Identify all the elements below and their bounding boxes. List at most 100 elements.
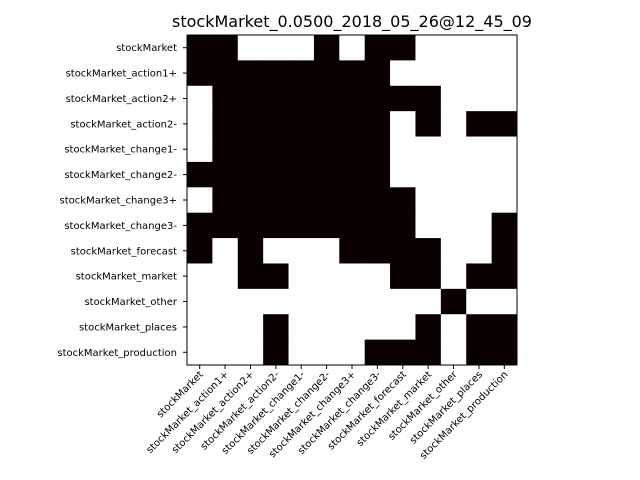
heatmap-cell xyxy=(390,35,416,61)
heatmap-cell xyxy=(237,238,264,264)
heatmap-cell xyxy=(440,339,467,366)
heatmap-cell xyxy=(263,314,289,341)
heatmap-cell xyxy=(187,238,213,264)
heatmap-cell xyxy=(237,161,264,188)
heatmap-cell xyxy=(364,263,391,290)
y-tick-label: stockMarket_forecast xyxy=(71,246,177,257)
heatmap-cell xyxy=(364,187,391,214)
heatmap-cell xyxy=(364,238,391,264)
heatmap-cell xyxy=(263,35,289,61)
heatmap-cell xyxy=(288,161,315,188)
heatmap-cell xyxy=(187,263,213,290)
heatmap-cell xyxy=(263,136,289,163)
y-tick-label: stockMarket_change1- xyxy=(64,145,177,156)
heatmap-cell xyxy=(466,111,493,137)
heatmap-cell xyxy=(187,339,213,366)
heatmap-cell xyxy=(212,85,239,112)
heatmap-cell xyxy=(237,136,264,163)
heatmap-cell xyxy=(212,111,239,137)
heatmap-cell xyxy=(364,288,391,315)
heatmap-cell xyxy=(288,288,315,315)
heatmap-cell xyxy=(440,35,467,61)
heatmap-cell xyxy=(313,111,340,137)
y-tick-label: stockMarket_other xyxy=(84,297,177,308)
heatmap-cell xyxy=(263,238,289,264)
heatmap-cell xyxy=(491,136,518,163)
heatmap-cell xyxy=(313,85,340,112)
heatmap-cell xyxy=(263,111,289,137)
y-axis: stockMarket stockMarket_action1+ stockMark… xyxy=(57,43,187,359)
heatmap-cell xyxy=(491,212,518,239)
heatmap-cell xyxy=(466,212,493,239)
heatmap-cell xyxy=(440,212,467,239)
heatmap-cell xyxy=(339,111,366,137)
heatmap-cell xyxy=(390,238,416,264)
heatmap-cell xyxy=(364,161,391,188)
heatmap-cell xyxy=(237,263,264,290)
heatmap-cell xyxy=(237,339,264,366)
heatmap-cell xyxy=(466,238,493,264)
heatmap-cell xyxy=(415,288,442,315)
heatmap-cell xyxy=(212,339,239,366)
heatmap-cell xyxy=(187,85,213,112)
heatmap-cell xyxy=(339,314,366,341)
heatmap-cell xyxy=(237,187,264,214)
heatmap-cell xyxy=(364,136,391,163)
heatmap-cell xyxy=(440,111,467,137)
heatmap-cell xyxy=(237,314,264,341)
y-tick-label: stockMarket_change2- xyxy=(64,170,177,181)
heatmap-cell xyxy=(237,85,264,112)
heatmap-cell xyxy=(339,85,366,112)
heatmap-cell xyxy=(339,35,366,61)
heatmap-cell xyxy=(390,263,416,290)
heatmap-cell xyxy=(187,212,213,239)
heatmap-cell xyxy=(390,111,416,137)
heatmap-cell xyxy=(187,161,213,188)
heatmap-cell xyxy=(466,161,493,188)
heatmap-cell xyxy=(440,187,467,214)
heatmap-cell xyxy=(364,212,391,239)
y-tick-label: stockMarket_action2+ xyxy=(66,94,177,105)
heatmap-cell xyxy=(237,288,264,315)
heatmap-cell xyxy=(339,263,366,290)
heatmap-cell xyxy=(415,263,442,290)
heatmap-cell xyxy=(212,60,239,87)
heatmap-cell xyxy=(440,263,467,290)
heatmap-cell xyxy=(440,85,467,112)
heatmap-cell xyxy=(339,238,366,264)
heatmap-cell xyxy=(491,238,518,264)
heatmap-cell xyxy=(415,212,442,239)
heatmap-cell xyxy=(288,339,315,366)
plot-frame xyxy=(186,34,518,366)
heatmap-cell xyxy=(339,187,366,214)
heatmap-cell xyxy=(263,288,289,315)
heatmap-cell xyxy=(415,111,442,137)
heatmap-cell xyxy=(263,187,289,214)
heatmap-cell xyxy=(339,339,366,366)
heatmap-cell xyxy=(288,263,315,290)
heatmap-cell xyxy=(313,136,340,163)
heatmap-cell xyxy=(313,60,340,87)
heatmap-cell xyxy=(491,314,518,341)
y-tick-label: stockMarket_change3- xyxy=(64,221,177,232)
heatmap-cell xyxy=(313,339,340,366)
heatmap-cell xyxy=(466,339,493,366)
heatmap-cell xyxy=(288,136,315,163)
heatmap-cell xyxy=(491,187,518,214)
heatmap-cell xyxy=(288,187,315,214)
heatmap-cell xyxy=(313,161,340,188)
heatmap-cell xyxy=(415,35,442,61)
heatmap-cell xyxy=(212,288,239,315)
y-tick-label: stockMarket xyxy=(116,43,177,54)
heatmap-cell xyxy=(313,238,340,264)
heatmap-cell xyxy=(263,161,289,188)
heatmap-cell xyxy=(263,60,289,87)
heatmap-cell xyxy=(288,85,315,112)
heatmap-cell xyxy=(440,136,467,163)
heatmap-cell xyxy=(440,238,467,264)
heatmap-cell xyxy=(288,60,315,87)
heatmap-cell xyxy=(390,60,416,87)
heatmap-cell xyxy=(415,60,442,87)
heatmap-cell xyxy=(212,314,239,341)
